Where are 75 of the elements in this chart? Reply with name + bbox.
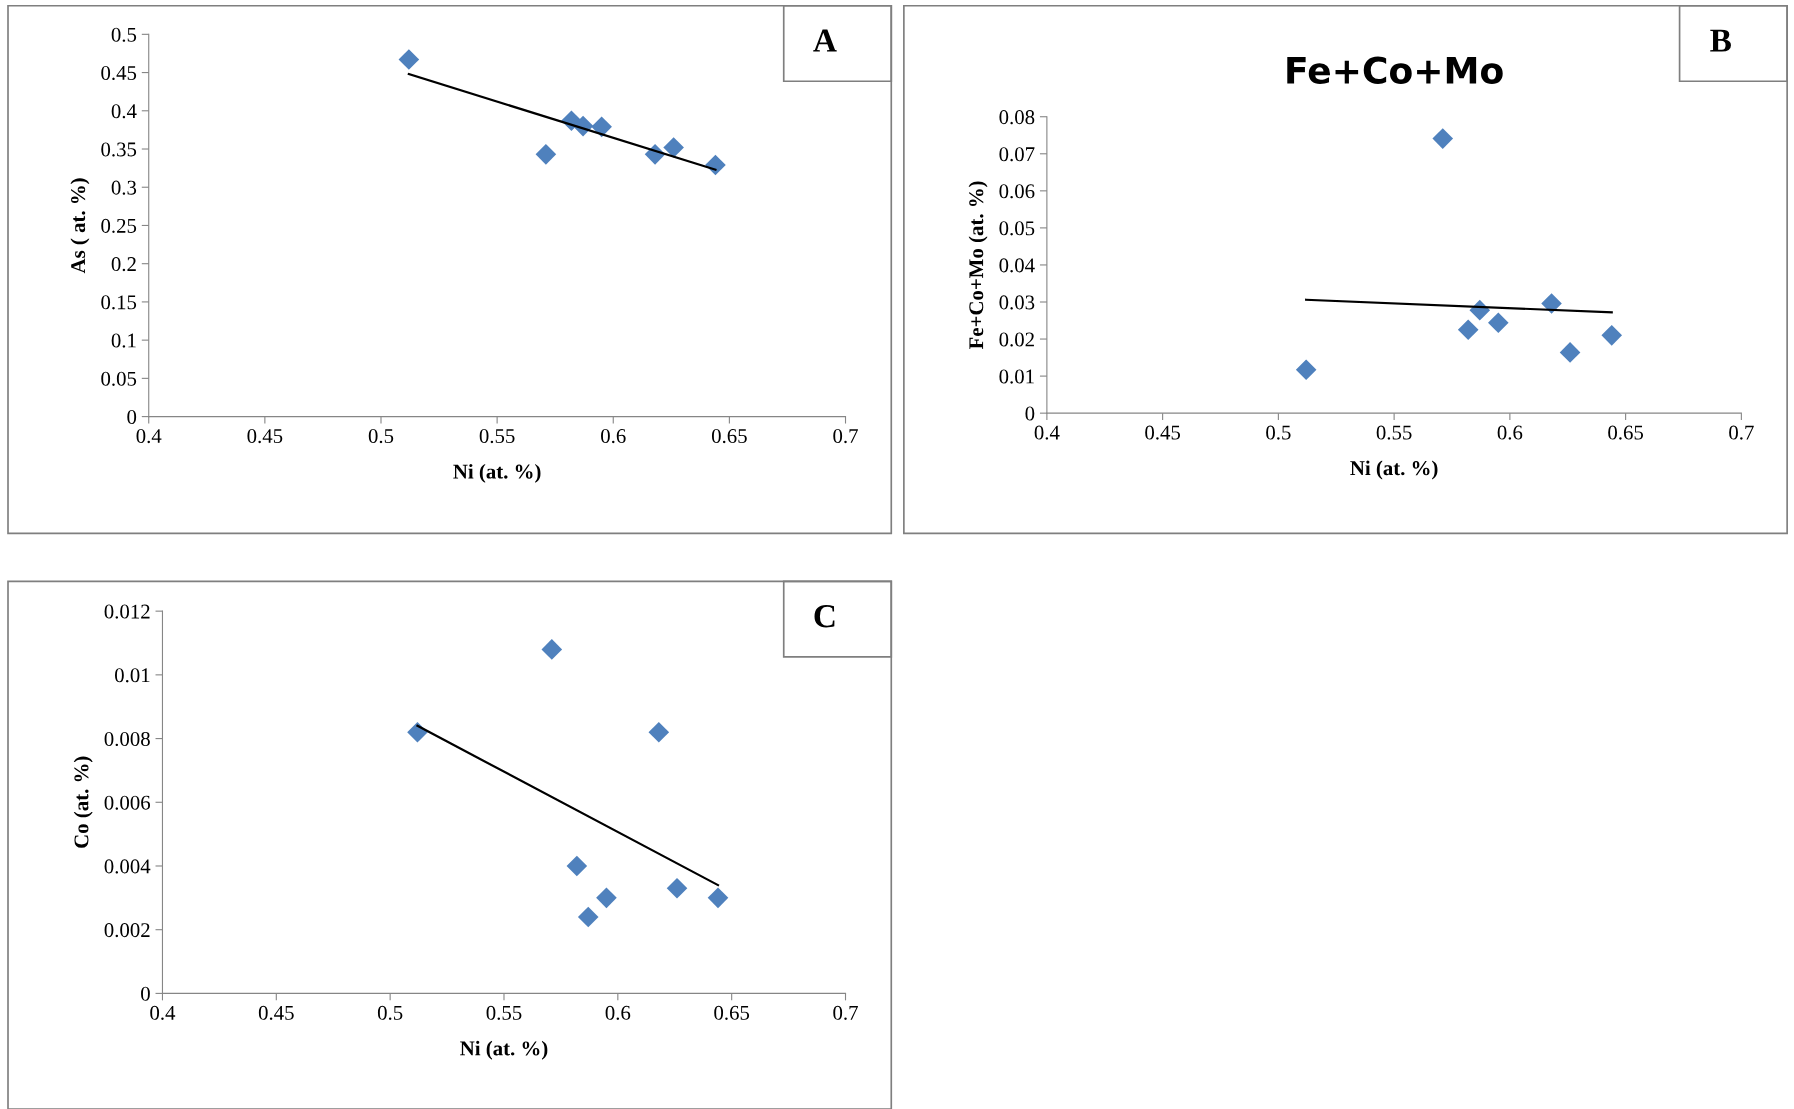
point	[1601, 325, 1623, 346]
y-tick-label: 0.5	[111, 27, 137, 42]
chart-title: Fe+Co+Mo	[1287, 56, 1503, 84]
x-tick-label: 0.55	[479, 429, 515, 444]
point	[663, 137, 684, 158]
y-tick-label: 0	[127, 409, 137, 425]
point	[1541, 293, 1562, 314]
annotation: A	[813, 29, 837, 52]
point	[541, 639, 563, 660]
y-tick-label: 0.04	[999, 258, 1035, 273]
x-axis-title: Ni (at. %)	[460, 1040, 548, 1060]
x-tick-label: 0.65	[711, 429, 747, 444]
point	[398, 49, 420, 70]
y-tick-label: 0.01	[999, 369, 1034, 384]
y-tick-label: 0.1	[111, 333, 136, 348]
y-tick-label: 0.2	[111, 257, 136, 272]
x-tick-label: 0.65	[714, 1005, 750, 1020]
x-tick-label: 0.45	[1145, 425, 1181, 440]
y-tick-label: 0.45	[101, 65, 137, 81]
x-tick-label: 0.6	[1497, 425, 1523, 440]
point	[1488, 312, 1509, 334]
y-tick-label: 0	[1025, 406, 1035, 421]
y-tick-label: 0.012	[104, 604, 150, 619]
y-axis-title: Fe+Co+Mo (at. %)	[968, 181, 988, 350]
point	[535, 144, 557, 165]
y-tick-label: 0.25	[101, 218, 137, 233]
y-tick-label: 0.01	[115, 668, 150, 683]
y-tick-label: 0.07	[999, 147, 1035, 162]
y-tick-label: 0.3	[111, 180, 137, 195]
y-tick-label: 0.05	[101, 371, 137, 386]
x-tick-label: 0.7	[1729, 425, 1754, 440]
point	[1559, 342, 1581, 363]
x-tick-label: 0.4	[150, 1005, 176, 1020]
x-tick-label: 0.7	[833, 1005, 858, 1020]
y-tick-label: 0.4	[111, 104, 137, 119]
point	[707, 887, 729, 909]
y-tick-label: 0.006	[104, 795, 151, 810]
y-tick-label: 0.004	[104, 859, 151, 874]
y-tick-label: 0.06	[999, 184, 1035, 199]
point	[591, 116, 612, 138]
x-axis-title: Ni (at. %)	[1350, 460, 1438, 480]
y-axis-title: Co (at. %)	[73, 756, 93, 848]
point	[1432, 128, 1454, 149]
x-tick-label: 0.45	[258, 1005, 294, 1020]
x-axis-title: Ni (at. %)	[453, 463, 541, 483]
annotation: C	[814, 605, 835, 628]
y-tick-label: 0.02	[999, 332, 1034, 347]
point	[1457, 319, 1479, 341]
text: B	[1710, 29, 1731, 52]
point	[596, 887, 617, 909]
x-tick-label: 0.55	[1376, 425, 1412, 440]
y-axis-title: As ( at. %)	[70, 178, 90, 274]
point	[577, 906, 599, 928]
x-tick-label: 0.55	[486, 1005, 522, 1020]
x-tick-label: 0.45	[247, 429, 283, 444]
point	[566, 855, 588, 877]
point	[666, 877, 688, 899]
point	[1295, 359, 1317, 381]
y-tick-label: 0.35	[101, 142, 137, 157]
y-tick-label: 0.002	[104, 923, 150, 938]
x-tick-label: 0.6	[605, 1005, 631, 1020]
x-tick-label: 0.65	[1608, 425, 1644, 440]
x-tick-label: 0.6	[601, 429, 626, 444]
y-tick-label: 0.008	[104, 731, 150, 747]
y-tick-label: 0.03	[999, 295, 1035, 310]
x-tick-label: 0.5	[1266, 425, 1291, 440]
y-tick-label: 0.08	[999, 110, 1035, 125]
y-tick-label: 0.15	[101, 295, 137, 310]
x-tick-label: 0.5	[368, 429, 394, 444]
x-tick-label: 0.5	[377, 1005, 403, 1020]
x-tick-label: 0.4	[1034, 425, 1060, 440]
point	[648, 721, 670, 743]
y-tick-label: 0.05	[999, 221, 1035, 236]
x-tick-label: 0.7	[833, 429, 858, 444]
y-tick-label: 0	[141, 986, 150, 1001]
